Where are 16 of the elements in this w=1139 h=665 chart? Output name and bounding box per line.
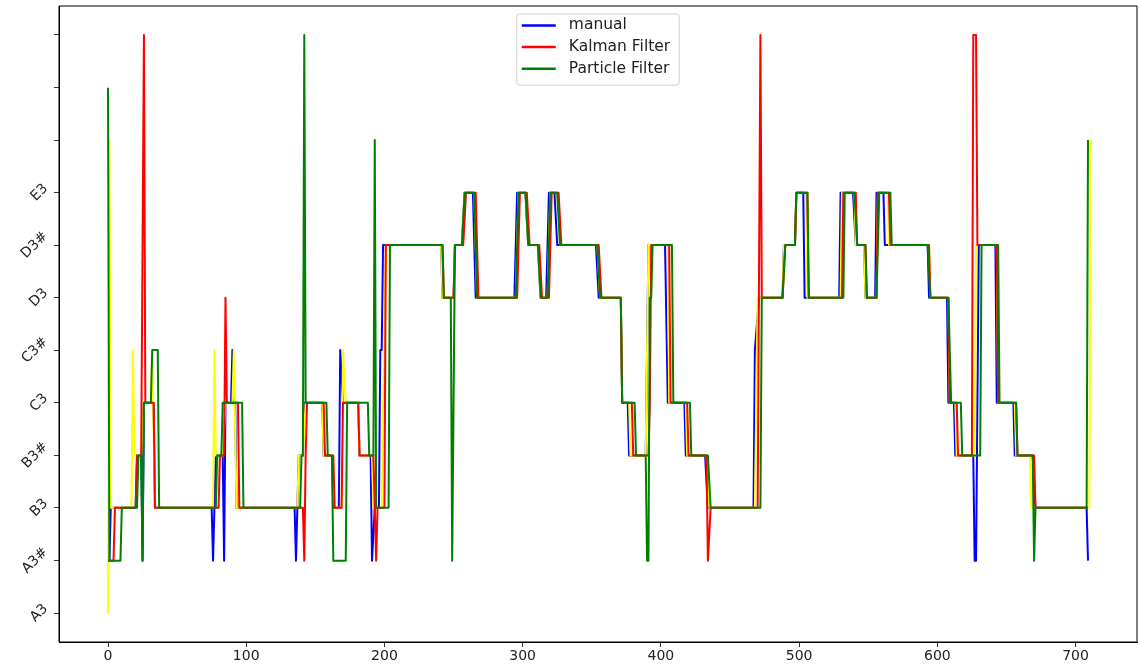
legend-label: Kalman Filter xyxy=(568,37,671,56)
category-label: A3 xyxy=(26,599,51,625)
category-label: E3 xyxy=(26,179,51,204)
x-tick-label: 500 xyxy=(785,647,813,664)
category-label: D3 xyxy=(25,284,51,310)
legend-label: manual xyxy=(568,15,627,34)
x-tick-label: 0 xyxy=(103,647,113,664)
legend-label: Particle Filter xyxy=(568,58,670,77)
x-tick-label: 300 xyxy=(509,647,537,664)
x-tick-label: 200 xyxy=(371,647,398,664)
x-tick-label: 100 xyxy=(232,647,260,664)
x-tick-label: 400 xyxy=(647,647,675,664)
category-label: B3 xyxy=(26,494,51,520)
x-tick-label: 700 xyxy=(1062,647,1089,664)
category-label: C3 xyxy=(25,389,51,415)
x-tick-label: 600 xyxy=(923,647,951,664)
